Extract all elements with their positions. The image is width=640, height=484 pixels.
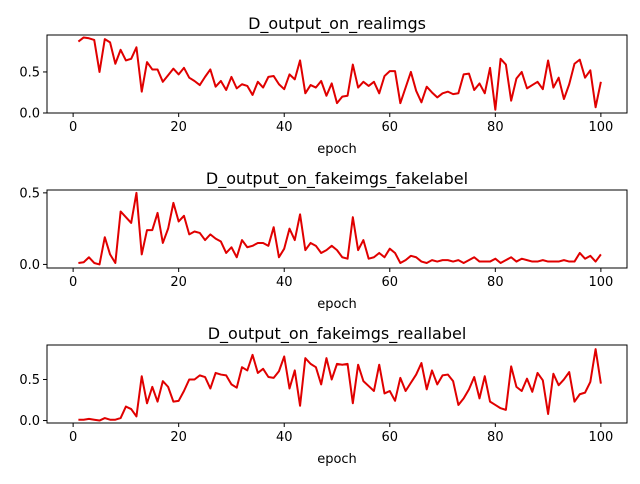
x-tick-label: 20 — [170, 275, 187, 290]
series-line-1 — [77, 36, 602, 111]
x-tick-label: 0 — [69, 120, 77, 135]
x-tick-label: 60 — [382, 275, 399, 290]
y-tick-label: 0.0 — [19, 107, 40, 122]
x-tick-label: 80 — [487, 120, 504, 135]
y-tick-label: 0.5 — [19, 186, 40, 201]
x-tick-label: 40 — [276, 120, 293, 135]
axes-frame — [46, 34, 628, 114]
x-tick-label: 20 — [170, 430, 187, 445]
x-axis-label: epoch — [317, 452, 357, 467]
axes-frame — [46, 344, 628, 424]
subplot-2: D_output_on_fakeimgs_fakelabel 0 20 40 60 80 1… — [19, 169, 628, 312]
x-tick-label: 0 — [69, 275, 77, 290]
x-axis-label: epoch — [317, 297, 357, 312]
chart-title: D_output_on_fakeimgs_fakelabel — [206, 169, 468, 189]
y-tick-label: 0.0 — [19, 258, 40, 273]
y-tick-label: 0.5 — [19, 373, 40, 388]
chart-title: D_output_on_realimgs — [248, 14, 426, 34]
subplot-3: D_output_on_fakeimgs_reallabel 0 20 40 60 80 1… — [19, 324, 628, 467]
subplot-1: D_output_on_realimgs 0 20 40 60 80 100 0.0 0.5 ep… — [19, 14, 628, 157]
x-tick-label: 40 — [276, 430, 293, 445]
x-tick-label: 60 — [382, 430, 399, 445]
x-tick-label: 100 — [588, 430, 613, 445]
x-tick-label: 20 — [170, 120, 187, 135]
chart-title: D_output_on_fakeimgs_reallabel — [208, 324, 467, 344]
x-tick-label: 0 — [69, 430, 77, 445]
x-tick-label: 40 — [276, 275, 293, 290]
y-tick-label: 0.5 — [19, 65, 40, 80]
x-tick-label: 100 — [588, 275, 613, 290]
x-axis-label: epoch — [317, 142, 357, 157]
x-tick-label: 60 — [382, 120, 399, 135]
axes-frame — [46, 189, 628, 269]
series-line-1 — [78, 348, 602, 422]
x-tick-label: 80 — [487, 430, 504, 445]
x-tick-label: 100 — [588, 120, 613, 135]
series-line-1 — [78, 191, 602, 266]
x-tick-label: 80 — [487, 275, 504, 290]
y-tick-label: 0.0 — [19, 414, 40, 429]
